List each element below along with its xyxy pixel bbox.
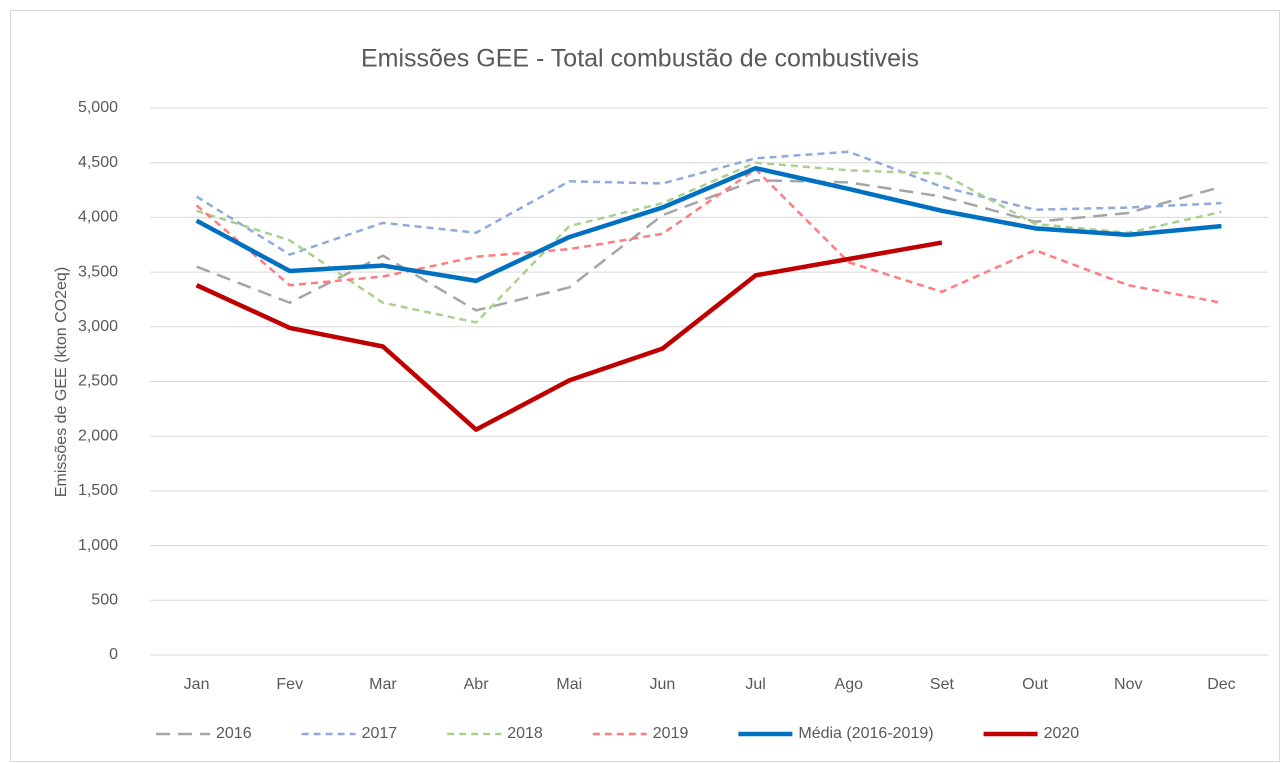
y-tick-label: 1,500: [78, 482, 118, 499]
y-tick-label: 0: [109, 646, 118, 663]
series-line: [196, 178, 1222, 312]
y-tick-label: 5,000: [78, 99, 118, 116]
chart-title: Emissões GEE - Total combustão de combus…: [361, 45, 919, 73]
y-tick-label: 3,000: [78, 318, 118, 335]
legend-label: Média (2016-2019): [798, 725, 933, 742]
x-tick-label: Nov: [1114, 676, 1142, 693]
y-axis-label: Emissões de GEE (kton CO2eq): [53, 267, 70, 497]
y-tick-label: 3,500: [78, 263, 118, 280]
legend-label: 2016: [216, 725, 252, 742]
x-tick-label: Mai: [556, 676, 582, 693]
y-tick-label: 4,000: [78, 209, 118, 226]
y-tick-label: 4,500: [78, 154, 118, 171]
series-line: [195, 240, 943, 432]
chart-border: [10, 10, 1280, 762]
x-tick-label: Fev: [276, 676, 303, 693]
x-tick-label: Out: [1022, 676, 1048, 693]
y-tick-label: 500: [91, 592, 118, 609]
x-tick-label: Dec: [1207, 676, 1235, 693]
y-tick-label: 2,000: [78, 427, 118, 444]
x-tick-label: Jun: [650, 676, 676, 693]
legend-label: 2019: [653, 725, 689, 742]
series-line: [195, 150, 1222, 256]
x-tick-label: Ago: [835, 676, 864, 693]
series-line: [195, 165, 1222, 284]
y-tick-label: 1,000: [78, 537, 118, 554]
legend-label: 2018: [507, 725, 543, 742]
legend-label: 2020: [1044, 725, 1080, 742]
series-line: [195, 168, 1222, 304]
x-tick-label: Mar: [369, 676, 397, 693]
x-tick-label: Jan: [184, 676, 210, 693]
x-tick-label: Jul: [745, 676, 765, 693]
x-tick-label: Set: [930, 676, 955, 693]
legend-label: 2017: [362, 725, 398, 742]
y-tick-label: 2,500: [78, 373, 118, 390]
x-tick-label: Abr: [464, 676, 490, 693]
